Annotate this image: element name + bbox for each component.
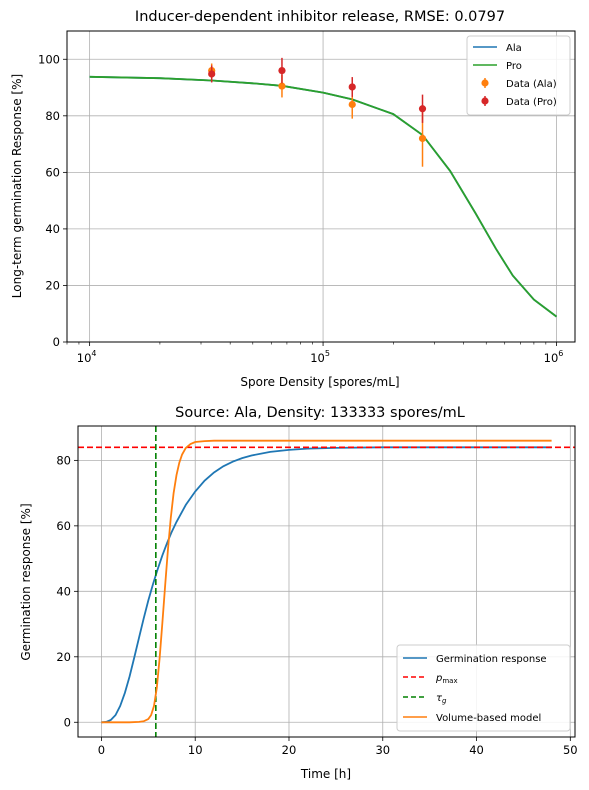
bottom-x-tick-label: 50 <box>563 743 578 757</box>
top-x-tick-label: 105 <box>310 349 330 365</box>
data-ala-point <box>348 100 356 109</box>
bottom-plot-area <box>78 426 575 737</box>
top-y-tick-label: 100 <box>38 52 60 66</box>
top-y-axis-label: Long-term germination Response [%] <box>10 74 24 298</box>
top-ticks: 104 105 106 0 20 40 60 80 100 <box>38 52 563 365</box>
legend-volume-label: Volume-based model <box>436 713 541 724</box>
bottom-axes-frame <box>77 425 576 738</box>
top-plot-area <box>89 57 558 318</box>
data-ala-point <box>278 82 286 90</box>
data-pro-point <box>278 66 286 75</box>
bottom-chart-title: Source: Ala, Density: 133333 spores/mL <box>175 405 465 421</box>
top-y-tick-label: 60 <box>45 165 60 179</box>
top-y-tick-label: 40 <box>45 222 60 236</box>
top-x-tick-label: 104 <box>77 349 97 365</box>
data-pro-point <box>348 83 356 91</box>
top-legend-box <box>466 35 571 116</box>
legend-pmax-label: pmax <box>435 673 458 685</box>
bottom-y-tick-label: 80 <box>56 453 71 467</box>
legend-germination-label: Germination response <box>436 654 547 665</box>
top-legend: Ala Pro Data (Ala) Data (Pro) <box>466 35 571 116</box>
legend-ala-label: Ala <box>506 43 522 54</box>
top-y-tick-label: 80 <box>45 109 60 123</box>
bottom-legend-box <box>396 644 571 732</box>
bottom-ticks: 0 10 20 30 40 50 0 20 40 60 80 <box>56 453 577 757</box>
bottom-x-tick-label: 30 <box>375 743 390 757</box>
top-chart: Inducer-dependent inhibitor release, RMS… <box>10 9 576 389</box>
top-y-tick-label: 20 <box>45 278 60 292</box>
bottom-x-tick-label: 40 <box>469 743 484 757</box>
top-y-tick-label: 0 <box>53 335 60 349</box>
data-pro-point <box>418 105 427 113</box>
top-series-pro-line <box>89 75 558 318</box>
bottom-y-tick-label: 20 <box>56 650 71 664</box>
series-germination-responseline <box>101 446 552 724</box>
bottom-y-tick-label: 40 <box>56 584 71 598</box>
bottom-y-tick-label: 0 <box>64 715 71 729</box>
bottom-y-axis-label: Germination response [%] <box>19 503 33 660</box>
bottom-y-tick-label: 60 <box>56 519 71 533</box>
series-volume-based-modelline <box>101 439 552 724</box>
bottom-x-tick-label: 20 <box>282 743 297 757</box>
legend-tau-label: τg <box>436 693 447 705</box>
top-axes-frame <box>66 30 576 343</box>
bottom-x-tick-label: 10 <box>188 743 203 757</box>
bottom-x-axis-label: Time [h] <box>300 767 351 781</box>
bottom-legend: Germination response pmax τg Volume-base… <box>396 644 571 732</box>
legend-data-ala-marker <box>481 79 489 87</box>
bottom-x-tick-label: 0 <box>98 743 105 757</box>
bottom-chart: Source: Ala, Density: 133333 spores/mL 0… <box>19 405 578 781</box>
top-x-tick-label: 106 <box>544 349 564 365</box>
legend-pro-label: Pro <box>506 61 522 72</box>
legend-data-ala-label: Data (Ala) <box>506 79 557 90</box>
data-pro-point <box>208 70 216 78</box>
top-chart-title: Inducer-dependent inhibitor release, RMS… <box>135 9 505 25</box>
data-ala-point <box>418 134 427 143</box>
top-x-axis-label: Spore Density [spores/mL] <box>240 375 399 389</box>
legend-data-pro-marker <box>481 97 489 105</box>
legend-data-pro-label: Data (Pro) <box>506 97 557 108</box>
bottom-grid <box>78 426 575 737</box>
